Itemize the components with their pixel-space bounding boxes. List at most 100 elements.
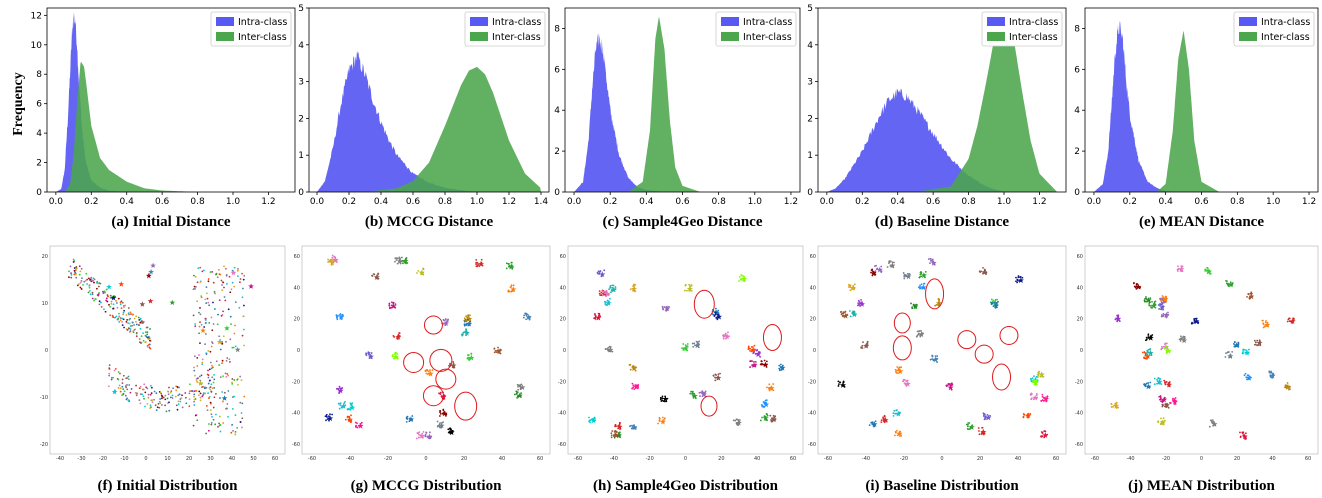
- scatter-point: [82, 284, 84, 286]
- x-tick-label: 0.0: [1087, 197, 1102, 207]
- scatter-point: [896, 369, 899, 372]
- scatter-point: [198, 325, 201, 328]
- class-center-marker: [1159, 304, 1166, 310]
- scatter-point: [698, 340, 701, 343]
- scatter-point: [1242, 348, 1245, 351]
- histogram-panels: 0.0 0.2 0.4 0.6 0.8 1.0 1.2024681012Intra-clas…: [31, 4, 1319, 207]
- scatter-point: [225, 340, 227, 343]
- scatter-point: [243, 395, 246, 398]
- class-center-marker: [930, 260, 937, 266]
- scatter-point: [629, 288, 632, 291]
- scatter-point: [229, 291, 232, 294]
- scatter-point: [121, 385, 124, 388]
- scatter-point: [339, 402, 342, 405]
- scatter-point: [1149, 381, 1152, 384]
- legend-swatch-inter: [721, 32, 739, 41]
- scatter-point: [234, 414, 237, 417]
- scatter-point: [886, 266, 889, 268]
- scatter-point: [1145, 382, 1148, 385]
- scatter-point: [912, 303, 915, 306]
- scatter-point: [1239, 436, 1242, 439]
- class-center-marker: [1264, 321, 1271, 328]
- scatter-point: [895, 371, 898, 374]
- scatter-point: [1162, 417, 1165, 420]
- x-tick-label: 0.8: [961, 197, 976, 207]
- scatter-point: [398, 332, 400, 334]
- class-center-marker: [686, 285, 693, 292]
- scatter-point: [211, 342, 214, 345]
- plot-frame: [817, 7, 1067, 193]
- scatter-point: [201, 270, 204, 273]
- scatter-point: [1156, 378, 1158, 381]
- scatter-point: [1253, 339, 1256, 342]
- class-center-marker: [682, 345, 689, 351]
- scatter-point: [218, 273, 221, 276]
- scatter-point: [1143, 299, 1146, 302]
- highlight-ring: [422, 385, 444, 407]
- scatter-point: [214, 292, 216, 295]
- scatter-point: [121, 324, 124, 327]
- scatter-point: [129, 317, 132, 320]
- series-intra-area: [1094, 20, 1184, 192]
- scatter-point: [110, 294, 113, 297]
- class-center-marker: [118, 281, 125, 287]
- scatter-point: [229, 315, 232, 318]
- scatter-point: [466, 318, 469, 321]
- scatter-point: [175, 404, 178, 407]
- scatter-point: [179, 400, 182, 403]
- scatter-point: [150, 392, 153, 395]
- scatter-point: [856, 304, 859, 307]
- scatter-point: [329, 413, 331, 416]
- scatter-point: [93, 299, 95, 302]
- scatter-point: [902, 380, 904, 383]
- scatter-point: [350, 414, 352, 417]
- class-center-marker: [897, 368, 904, 374]
- scatter-point: [196, 300, 199, 303]
- scatter-point: [1112, 405, 1114, 408]
- scatter-point: [108, 367, 111, 369]
- scatter-point: [231, 378, 234, 380]
- scatter-point: [749, 360, 752, 362]
- class-center-marker: [392, 353, 399, 360]
- scatter-point: [344, 418, 347, 421]
- y-tick-label: 2: [36, 159, 42, 169]
- scatter-point: [686, 343, 689, 345]
- scatter-point: [199, 313, 202, 316]
- scatter-point: [213, 308, 216, 310]
- scatter-point: [222, 310, 224, 313]
- scatter-point: [713, 315, 716, 317]
- scatter-point: [619, 422, 621, 425]
- scatter-point: [203, 326, 206, 328]
- scatter-point: [207, 369, 209, 372]
- class-center-marker: [150, 262, 156, 268]
- scatter-point: [119, 317, 122, 319]
- scatter-point: [125, 314, 128, 316]
- class-center-marker: [1025, 412, 1032, 419]
- scatter-point: [444, 318, 447, 320]
- scatter-point: [86, 283, 89, 285]
- y-tick-label: -40: [558, 411, 566, 417]
- scatter-point: [714, 373, 717, 376]
- scatter-point: [117, 386, 120, 389]
- series-intra-area: [55, 11, 127, 192]
- scatter-point: [80, 280, 83, 282]
- scatter-point: [1262, 322, 1265, 325]
- scatter-point: [753, 360, 755, 363]
- scatter-point: [201, 361, 204, 364]
- scatter-point: [181, 406, 184, 409]
- scatter-point: [212, 281, 215, 284]
- scatter-point: [149, 393, 152, 396]
- legend-swatch-inter: [987, 32, 1005, 41]
- scatter-point: [132, 330, 135, 332]
- scatter-point: [1158, 308, 1161, 310]
- class-center-marker: [858, 301, 865, 307]
- scatter-point: [337, 387, 340, 390]
- class-center-marker: [770, 416, 777, 423]
- y-tick-label: 0: [297, 348, 300, 354]
- scatter-point: [391, 355, 394, 357]
- scatter-point: [1160, 417, 1162, 420]
- x-tick-label: 20: [977, 456, 983, 462]
- scatter-point: [165, 410, 168, 413]
- scatter-point: [243, 304, 245, 307]
- class-center-marker: [450, 362, 457, 369]
